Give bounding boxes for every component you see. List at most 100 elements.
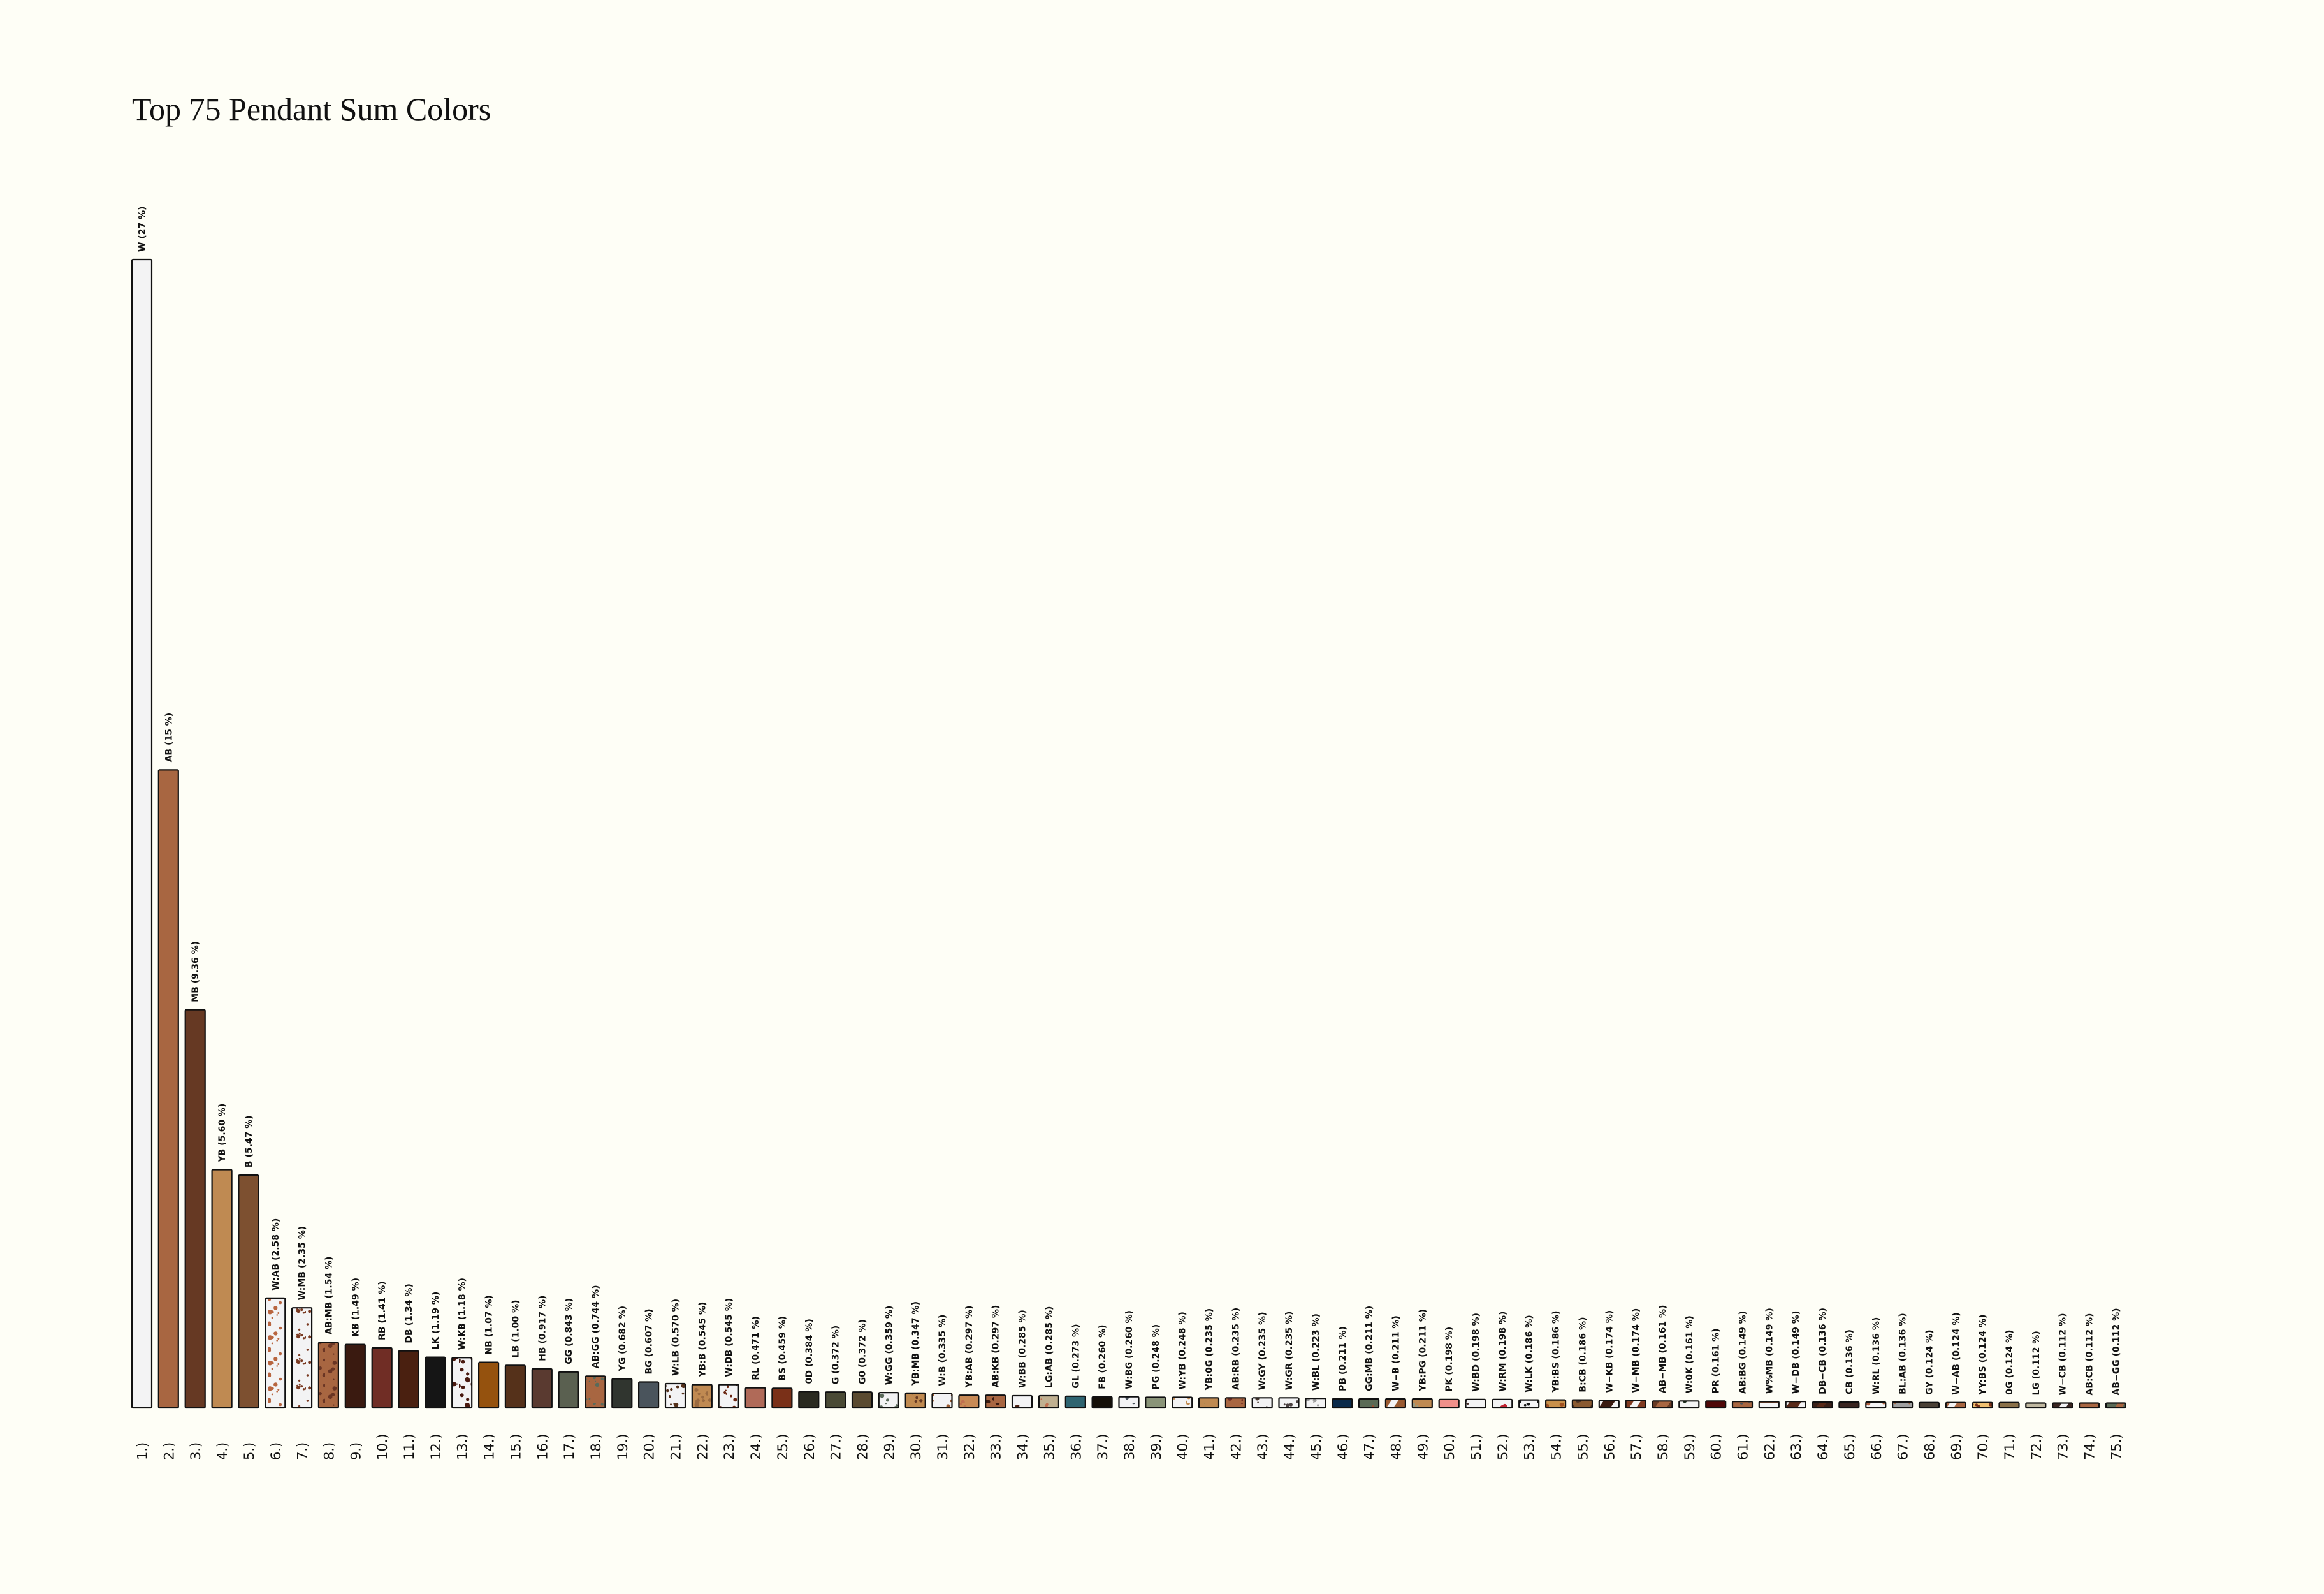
bar-value-label: YB:PG (0.211 %) <box>1418 1309 1428 1392</box>
x-tick-label: 68.) <box>1922 1433 1938 1460</box>
x-tick-label: 70.) <box>1975 1433 1991 1460</box>
bar <box>1838 1401 1860 1409</box>
x-tick-label: 24.) <box>748 1433 764 1460</box>
x-tick-label: 47.) <box>1362 1433 1377 1460</box>
bar <box>824 1391 846 1409</box>
x-tick-label: 4.) <box>215 1442 230 1460</box>
x-tick-label: 40.) <box>1175 1433 1191 1460</box>
x-tick-label: 42.) <box>1228 1433 1244 1460</box>
bar <box>265 1297 286 1409</box>
bar <box>985 1394 1006 1409</box>
bar-value-label: G (0.372 %) <box>831 1326 841 1384</box>
bar <box>504 1364 527 1409</box>
bar <box>1145 1396 1166 1409</box>
bar-value-label: W−AB (0.124 %) <box>1951 1312 1961 1395</box>
bar <box>1358 1398 1380 1409</box>
bar <box>477 1361 500 1409</box>
x-tick-label: 34.) <box>1015 1433 1031 1460</box>
bar-value-label: GL (0.273 %) <box>1071 1324 1081 1389</box>
bar-value-label: BG (0.607 %) <box>644 1308 655 1374</box>
bar <box>585 1375 606 1409</box>
bar <box>1998 1401 2020 1409</box>
bar <box>771 1387 793 1409</box>
bar <box>1224 1397 1247 1409</box>
bar <box>1411 1398 1433 1409</box>
bar-value-label: BL:AB (0.136 %) <box>1898 1313 1908 1394</box>
bar <box>451 1357 473 1409</box>
x-tick-label: 27.) <box>829 1433 844 1460</box>
x-tick-label: 23.) <box>722 1433 737 1460</box>
bar <box>851 1391 873 1409</box>
bar-value-label: AB−GG (0.112 %) <box>2111 1308 2121 1395</box>
bar-value-label: GG (0.843 %) <box>564 1298 574 1364</box>
bar <box>904 1392 926 1409</box>
x-tick-label: 33.) <box>989 1433 1004 1460</box>
x-tick-label: 72.) <box>2029 1433 2044 1460</box>
x-tick-label: 52.) <box>1495 1433 1511 1460</box>
bar-value-label: YY:BS (0.124 %) <box>1978 1314 1988 1395</box>
bar <box>1278 1397 1300 1409</box>
x-tick-label: 36.) <box>1068 1433 1084 1460</box>
bar-value-label: B:CB (0.186 %) <box>1578 1317 1588 1393</box>
x-tick-label: 67.) <box>1896 1433 1911 1460</box>
x-tick-label: 18.) <box>588 1433 604 1460</box>
bar <box>744 1387 766 1409</box>
bar <box>1918 1401 1940 1409</box>
x-tick-label: 54.) <box>1549 1433 1564 1460</box>
bar <box>344 1343 366 1409</box>
bars-group: W (27 %) 1.) AB (15 %) 2.) MB (9.36 %) 3.) YB … <box>131 207 2126 1460</box>
bar-value-label: RL (0.471 %) <box>751 1316 761 1380</box>
bar-value-label: W:0K (0.161 %) <box>1685 1315 1695 1393</box>
x-tick-label: 8.) <box>322 1442 337 1460</box>
bar <box>157 769 179 1409</box>
bar-value-label: YB:B (0.545 %) <box>697 1302 708 1378</box>
x-tick-label: 25.) <box>775 1433 790 1460</box>
x-tick-label: 38.) <box>1122 1433 1137 1460</box>
bar-value-label: LB (1.00 %) <box>511 1300 521 1358</box>
x-tick-label: 74.) <box>2082 1433 2098 1460</box>
bar-value-label: W:YB (0.248 %) <box>1178 1312 1188 1389</box>
x-tick-label: 64.) <box>1815 1433 1831 1460</box>
x-tick-label: 5.) <box>242 1442 257 1460</box>
bar-value-label: W:DB (0.545 %) <box>724 1298 734 1377</box>
bar <box>1652 1400 1673 1409</box>
bar-value-label: 0D (0.384 %) <box>804 1319 815 1384</box>
bar <box>1251 1397 1273 1409</box>
bar-value-label: W−B (0.211 %) <box>1391 1315 1401 1391</box>
bar-value-label: LG (0.112 %) <box>2031 1331 2042 1395</box>
bar <box>317 1342 339 1409</box>
bar <box>1518 1399 1540 1409</box>
bar <box>691 1384 713 1409</box>
bar-value-label: YB:MB (0.347 %) <box>911 1301 921 1386</box>
x-tick-label: 50.) <box>1442 1433 1457 1460</box>
x-tick-label: 13.) <box>455 1433 470 1460</box>
x-tick-label: 69.) <box>1949 1433 1964 1460</box>
bar-value-label: YB:BS (0.186 %) <box>1551 1311 1562 1393</box>
bar-value-label: MB (9.36 %) <box>191 941 201 1002</box>
x-tick-label: 62.) <box>1762 1433 1777 1460</box>
x-tick-label: 6.) <box>268 1442 284 1460</box>
bar-value-label: YB (5.60 %) <box>217 1104 228 1163</box>
x-tick-label: 60.) <box>1709 1433 1724 1460</box>
bar <box>131 258 153 1409</box>
x-tick-label: 58.) <box>1655 1433 1671 1460</box>
bar-value-label: BS (0.459 %) <box>778 1316 788 1381</box>
bar <box>958 1394 980 1409</box>
bar <box>2105 1402 2126 1409</box>
bar-value-label: W:GY (0.235 %) <box>1258 1312 1268 1391</box>
x-tick-label: 30.) <box>908 1433 924 1460</box>
x-tick-label: 20.) <box>642 1433 657 1460</box>
bar-value-label: W−KB (0.174 %) <box>1604 1310 1615 1393</box>
bar <box>664 1382 686 1409</box>
x-tick-label: 56.) <box>1602 1433 1617 1460</box>
x-tick-label: 35.) <box>1042 1433 1057 1460</box>
x-tick-label: 45.) <box>1309 1433 1324 1460</box>
bar <box>1091 1396 1113 1409</box>
bar <box>1812 1401 1833 1409</box>
x-tick-label: 12.) <box>428 1433 444 1460</box>
bar-value-label: YB:AB (0.297 %) <box>964 1305 975 1388</box>
bar <box>1705 1400 1727 1409</box>
x-tick-label: 57.) <box>1629 1433 1644 1460</box>
bar-value-label: W:RM (0.198 %) <box>1498 1312 1508 1392</box>
bar-value-label: W:MB (2.35 %) <box>298 1226 308 1300</box>
